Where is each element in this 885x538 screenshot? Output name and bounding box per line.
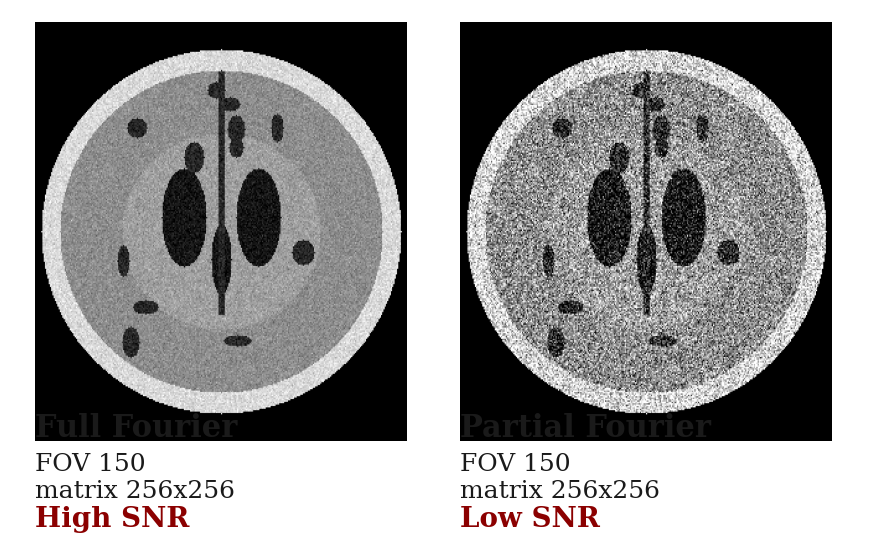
- Text: FOV 150: FOV 150: [460, 453, 571, 476]
- Text: matrix 256x256: matrix 256x256: [35, 480, 235, 503]
- Text: Full Fourier: Full Fourier: [35, 413, 238, 444]
- Text: Partial Fourier: Partial Fourier: [460, 413, 712, 444]
- Text: High SNR: High SNR: [35, 506, 189, 533]
- Text: Low SNR: Low SNR: [460, 506, 600, 533]
- Text: matrix 256x256: matrix 256x256: [460, 480, 660, 503]
- Text: FOV 150: FOV 150: [35, 453, 146, 476]
